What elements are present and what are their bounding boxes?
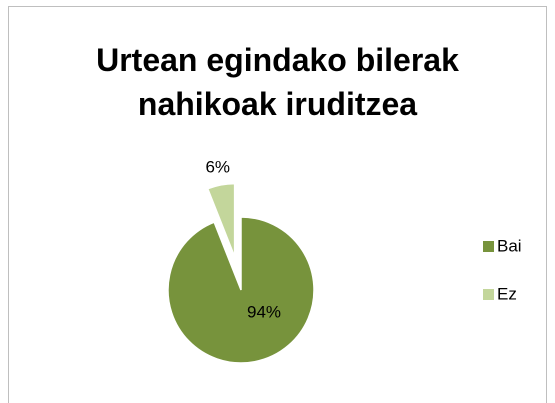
legend-swatch <box>483 289 494 300</box>
legend-label: Ez <box>497 284 517 303</box>
pie-slice <box>167 216 315 364</box>
data-label: 94% <box>247 302 281 321</box>
data-label: 6% <box>205 158 230 177</box>
legend-swatch <box>483 241 494 252</box>
chart-title: Urtean egindako bilerak nahikoak iruditz… <box>96 42 459 122</box>
legend-label: Bai <box>497 236 522 255</box>
pie-slice <box>206 182 236 257</box>
